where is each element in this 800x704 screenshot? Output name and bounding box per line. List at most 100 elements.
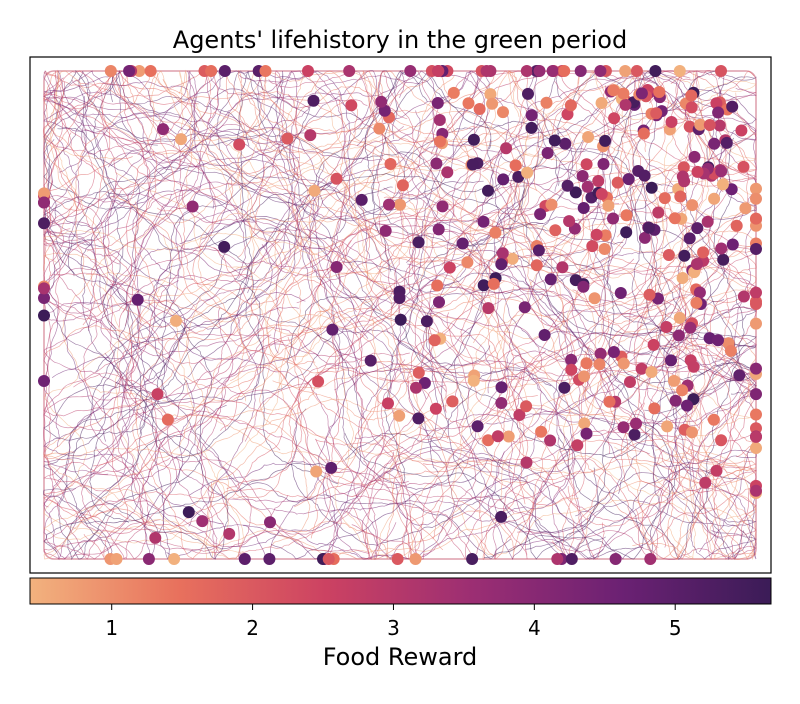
agent-trajectory — [80, 230, 491, 403]
food-point — [607, 84, 620, 97]
food-point — [410, 381, 422, 394]
food-point — [630, 417, 642, 430]
agent-trajectory — [208, 102, 358, 386]
agent-trajectory — [43, 194, 172, 560]
agent-trajectory — [270, 457, 604, 560]
food-point — [662, 249, 675, 261]
trajectory-layer — [42, 69, 758, 561]
food-point — [330, 172, 343, 185]
agent-trajectory — [342, 222, 670, 494]
agent-trajectory — [248, 140, 500, 457]
food-point — [563, 215, 576, 228]
agent-trajectory — [425, 287, 608, 387]
agent-trajectory — [224, 70, 344, 365]
food-point — [614, 287, 627, 299]
food-point — [345, 99, 358, 112]
food-point — [565, 353, 578, 366]
food-point — [715, 65, 727, 77]
food-point — [648, 402, 661, 415]
food-point — [325, 461, 338, 474]
food-point — [595, 97, 608, 109]
food-point — [149, 531, 162, 544]
food-point — [687, 360, 700, 373]
food-point — [580, 357, 593, 370]
food-point — [38, 187, 50, 200]
food-point — [431, 97, 444, 109]
agent-trajectory — [72, 349, 229, 560]
agent-trajectory — [356, 70, 510, 224]
food-point — [720, 136, 733, 149]
agent-trajectory — [288, 75, 542, 284]
food-point — [750, 212, 762, 225]
food-point — [434, 135, 446, 148]
food-point — [429, 402, 442, 415]
food-point — [592, 175, 605, 187]
food-point — [715, 242, 728, 255]
food-point — [750, 182, 762, 195]
food-point — [497, 173, 510, 186]
agent-trajectory — [243, 70, 520, 441]
food-point — [673, 311, 686, 324]
food-point — [418, 377, 431, 389]
food-point — [548, 134, 561, 147]
food-point — [513, 409, 526, 421]
food-point — [617, 421, 630, 434]
food-point — [496, 247, 509, 260]
food-point — [643, 288, 656, 301]
food-point — [674, 190, 687, 203]
food-point — [565, 553, 578, 565]
food-point — [715, 165, 728, 178]
food-point — [522, 87, 534, 100]
food-point — [652, 206, 665, 219]
food-point — [578, 370, 590, 383]
agent-trajectory — [492, 336, 757, 560]
food-point — [535, 425, 548, 438]
food-point — [599, 134, 612, 147]
food-point — [558, 65, 571, 77]
agent-trajectory — [400, 70, 757, 412]
food-point — [703, 119, 716, 131]
food-point — [665, 116, 678, 128]
food-point — [686, 199, 699, 212]
agent-trajectory — [162, 79, 409, 421]
food-point — [384, 158, 397, 170]
food-point — [495, 397, 508, 409]
agent-trajectory — [67, 133, 594, 277]
food-point — [750, 362, 762, 375]
food-point — [685, 101, 698, 114]
food-point — [691, 222, 704, 235]
food-point — [404, 65, 417, 77]
agent-trajectory — [89, 173, 518, 523]
agent-trajectory — [257, 141, 664, 553]
food-point — [668, 212, 681, 225]
colorbar-ticks: 1 2 3 4 5 — [105, 604, 682, 640]
agent-trajectory — [43, 298, 224, 525]
agent-trajectory — [43, 280, 234, 560]
food-point — [607, 346, 620, 358]
food-point — [545, 198, 558, 211]
food-point — [619, 65, 632, 77]
food-point — [495, 258, 508, 271]
agent-trajectory — [43, 70, 266, 224]
food-point — [525, 109, 538, 122]
food-point — [564, 99, 577, 112]
agent-trajectory — [43, 96, 320, 441]
food-point — [558, 381, 571, 394]
food-point — [607, 212, 619, 225]
agent-trajectory — [606, 291, 757, 560]
food-point — [520, 65, 533, 77]
food-point — [383, 198, 395, 211]
food-point — [693, 286, 706, 299]
food-point — [571, 439, 584, 452]
food-point — [322, 553, 335, 565]
food-point — [669, 394, 682, 407]
agent-trajectory — [43, 69, 251, 361]
food-point — [661, 420, 674, 433]
food-point — [686, 426, 698, 439]
food-point — [480, 65, 493, 77]
food-point-layer — [38, 65, 762, 565]
food-point — [691, 258, 703, 270]
food-point — [38, 375, 50, 387]
agent-trajectory — [322, 313, 503, 560]
agent-trajectory — [354, 164, 699, 496]
